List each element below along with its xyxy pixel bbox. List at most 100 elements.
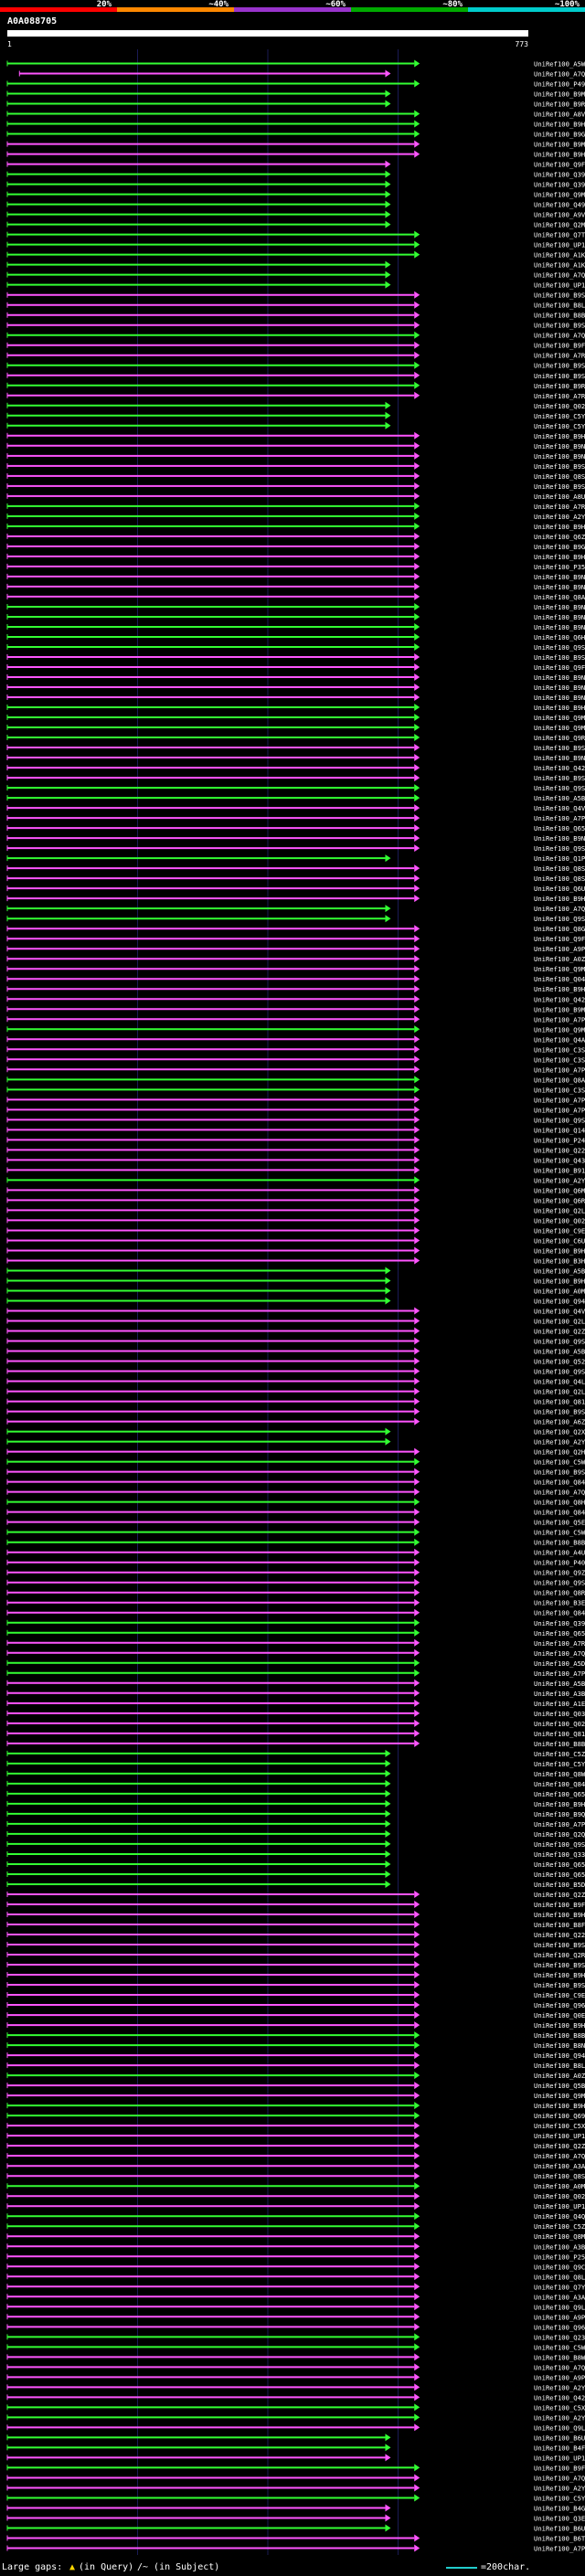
hit-label: UniRef100_B9HGB5 bbox=[534, 1246, 585, 1255]
hit-label: UniRef100_B9N1P7 bbox=[534, 623, 585, 631]
hit-label: UniRef100_Q8RXX6 bbox=[534, 1589, 585, 1597]
hit-end-arrow bbox=[414, 2313, 420, 2321]
hit-end-arrow bbox=[414, 1196, 420, 1204]
hit-label: UniRef100_B9SGC9 bbox=[534, 322, 585, 330]
hit-end-arrow bbox=[414, 895, 420, 903]
hit-label: UniRef100_Q8LK84 bbox=[534, 2273, 585, 2281]
hit-end-arrow bbox=[414, 1699, 420, 1707]
hit-end-arrow bbox=[414, 80, 420, 88]
hit-label: UniRef100_B9HPW0 bbox=[534, 121, 585, 129]
hit-end-arrow bbox=[414, 2273, 420, 2281]
hit-end-arrow bbox=[385, 210, 391, 218]
hit-end-arrow bbox=[414, 1307, 420, 1315]
hit-label: UniRef100_UP1000... bbox=[534, 281, 585, 290]
hit-label: UniRef100_A7PJP6 bbox=[534, 1106, 585, 1114]
hit-end-arrow bbox=[385, 190, 391, 198]
hit-end-arrow bbox=[414, 714, 420, 722]
hit-end-arrow bbox=[414, 663, 420, 671]
hit-label: UniRef100_Q2LAM5 bbox=[534, 1388, 585, 1396]
hit-end-arrow bbox=[385, 411, 391, 419]
hit-label: UniRef100_Q8MY34 bbox=[534, 2232, 585, 2241]
hit-end-arrow bbox=[385, 1759, 391, 1767]
hit-label: UniRef100_B5DJX9 bbox=[534, 1881, 585, 1889]
hit-label: UniRef100_B9HGC3 bbox=[534, 1800, 585, 1808]
identity-ruler-segment bbox=[351, 7, 468, 12]
hit-end-arrow bbox=[414, 764, 420, 772]
hit-label: UniRef100_B9HB81 bbox=[534, 704, 585, 712]
hit-label: UniRef100_B9HMM0 bbox=[534, 553, 585, 561]
hit-end-arrow bbox=[414, 2494, 420, 2502]
hit-label: UniRef100_Q1PE13 bbox=[534, 854, 585, 863]
in-query-label: (in Query) bbox=[79, 2562, 134, 2572]
hit-label: UniRef100_B6TMF4 bbox=[534, 2534, 585, 2542]
hit-label: UniRef100_B9SSV6 bbox=[534, 482, 585, 491]
hit-label: UniRef100_C5WW40 bbox=[534, 1529, 585, 1537]
hit-label: UniRef100_C5XMB9 bbox=[534, 2122, 585, 2130]
hit-label: UniRef100_Q2QWJ9 bbox=[534, 1830, 585, 1839]
hit-label: UniRef100_A6ZNU4 bbox=[534, 1418, 585, 1426]
hit-label: UniRef100_Q39094 bbox=[534, 1619, 585, 1627]
hit-label: UniRef100_Q2LAF3 bbox=[534, 1318, 585, 1326]
hit-end-arrow bbox=[414, 1116, 420, 1124]
hit-end-arrow bbox=[414, 331, 420, 339]
hit-label: UniRef100_Q842P0 bbox=[534, 1609, 585, 1617]
scale-label: =200char. bbox=[481, 2562, 531, 2572]
legend-footer: Large gaps: ▲ (in Query) /~ (in Subject)… bbox=[0, 2559, 585, 2576]
hit-label: UniRef100_B9117U bbox=[534, 1166, 585, 1174]
hit-end-arrow bbox=[414, 2413, 420, 2422]
hit-label: UniRef100_B9SSX9 bbox=[534, 774, 585, 782]
hit-label: UniRef100_B9N8R9 bbox=[534, 442, 585, 451]
hit-end-arrow bbox=[385, 1749, 391, 1757]
hit-end-arrow bbox=[414, 2051, 420, 2060]
hit-end-arrow bbox=[414, 1357, 420, 1365]
hit-end-arrow bbox=[414, 2172, 420, 2180]
hit-label: UniRef100_B8LQY3 bbox=[534, 302, 585, 310]
hit-label: UniRef100_Q6H6K0 bbox=[534, 633, 585, 641]
hit-label: UniRef100_B9MVQ4 bbox=[534, 1005, 585, 1013]
hit-end-arrow bbox=[414, 1739, 420, 1747]
hit-end-arrow bbox=[385, 1437, 391, 1446]
hit-end-arrow bbox=[414, 2263, 420, 2271]
hit-label: UniRef100_C5YML6 bbox=[534, 412, 585, 420]
hit-label: UniRef100_B9RSG2 bbox=[534, 382, 585, 390]
hit-label: UniRef100_Q65YN6 bbox=[534, 1860, 585, 1869]
hit-label: UniRef100_B9QHZ7 bbox=[534, 1810, 585, 1818]
hit-end-arrow bbox=[414, 1648, 420, 1657]
identity-ruler-label: 20% bbox=[97, 0, 112, 9]
hit-label: UniRef100_A3A0F0 bbox=[534, 2162, 585, 2170]
hit-end-arrow bbox=[414, 2132, 420, 2140]
hit-label: UniRef100_A2YDN3 bbox=[534, 2383, 585, 2391]
hit-label: UniRef100_P40978 bbox=[534, 1559, 585, 1567]
hit-end-arrow bbox=[385, 170, 391, 178]
hit-end-arrow bbox=[414, 150, 420, 158]
hit-label: UniRef100_Q42636 bbox=[534, 995, 585, 1003]
hit-label: UniRef100_Q9CHL5 bbox=[534, 2263, 585, 2271]
hit-label: UniRef100_B9R0F6 bbox=[534, 101, 585, 109]
hit-end-arrow bbox=[385, 421, 391, 429]
hit-label: UniRef100_A7PAB7 bbox=[534, 814, 585, 822]
hit-end-arrow bbox=[414, 684, 420, 692]
hit-label: UniRef100_A7QQG1 bbox=[534, 271, 585, 280]
hit-label: UniRef100_A2YDG8 bbox=[534, 1438, 585, 1447]
large-gaps-label: Large gaps: bbox=[2, 2562, 63, 2572]
hit-label: UniRef100_C5YLV4 bbox=[534, 1760, 585, 1768]
hit-label: UniRef100_A5BY08 bbox=[534, 1348, 585, 1356]
hit-end-arrow bbox=[385, 1297, 391, 1305]
hit-label: UniRef100_B8B9S6 bbox=[534, 1539, 585, 1547]
hit-label: UniRef100_Q9SLM8 bbox=[534, 643, 585, 652]
hit-label: UniRef100_A7PJP5 bbox=[534, 1065, 585, 1074]
hit-label: UniRef100_A8U8B3 bbox=[534, 493, 585, 501]
hit-end-arrow bbox=[414, 1045, 420, 1054]
hit-end-arrow bbox=[414, 2072, 420, 2080]
hit-end-arrow bbox=[414, 744, 420, 752]
hit-label: UniRef100_C5XEB7 bbox=[534, 2403, 585, 2412]
hit-end-arrow bbox=[414, 1397, 420, 1405]
hit-label: UniRef100_A8VP97 bbox=[534, 111, 585, 119]
hit-end-arrow bbox=[414, 1679, 420, 1687]
hit-end-arrow bbox=[414, 2242, 420, 2251]
hit-end-arrow bbox=[414, 1890, 420, 1898]
hit-end-arrow bbox=[414, 1971, 420, 1979]
hit-label: UniRef100_B9F612 bbox=[534, 342, 585, 350]
hit-label: UniRef100_Q8A0N0 bbox=[534, 593, 585, 601]
